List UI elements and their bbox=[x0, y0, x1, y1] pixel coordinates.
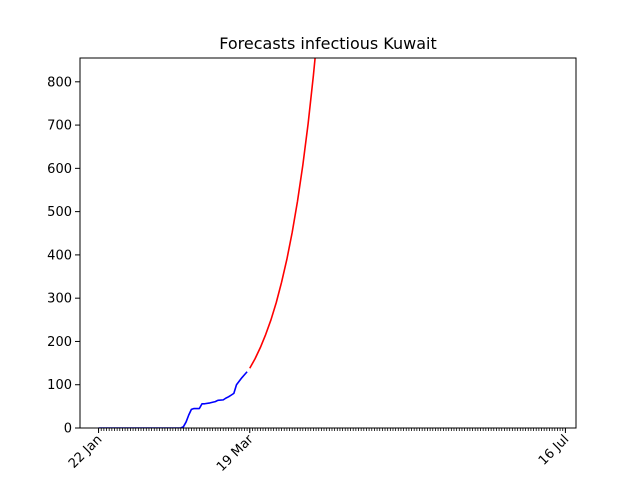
y-tick-label: 0 bbox=[64, 422, 72, 437]
y-tick-label: 700 bbox=[47, 119, 72, 134]
chart-title: Forecasts infectious Kuwait bbox=[219, 34, 437, 53]
y-tick-label: 100 bbox=[47, 378, 72, 393]
y-axis-ticks: 0 100 200 300 400 500 600 700 800 bbox=[47, 75, 80, 437]
series-layer bbox=[98, 58, 316, 428]
x-tick-label: 16 Jul bbox=[536, 432, 572, 468]
series-line-1 bbox=[98, 371, 248, 428]
x-tick-label: 22 Jan bbox=[66, 432, 105, 471]
y-tick-label: 500 bbox=[47, 205, 72, 220]
y-tick-label: 800 bbox=[47, 75, 72, 90]
x-tick-label: 19 Mar bbox=[214, 432, 257, 475]
y-tick-label: 600 bbox=[47, 162, 72, 177]
y-tick-label: 300 bbox=[47, 292, 72, 307]
y-tick-label: 400 bbox=[47, 248, 72, 263]
plot-frame bbox=[79, 57, 577, 429]
y-tick-label: 200 bbox=[47, 335, 72, 350]
x-axis-ticks: 22 Jan 19 Mar 16 Jul bbox=[66, 428, 572, 475]
series-line-2 bbox=[249, 58, 316, 369]
